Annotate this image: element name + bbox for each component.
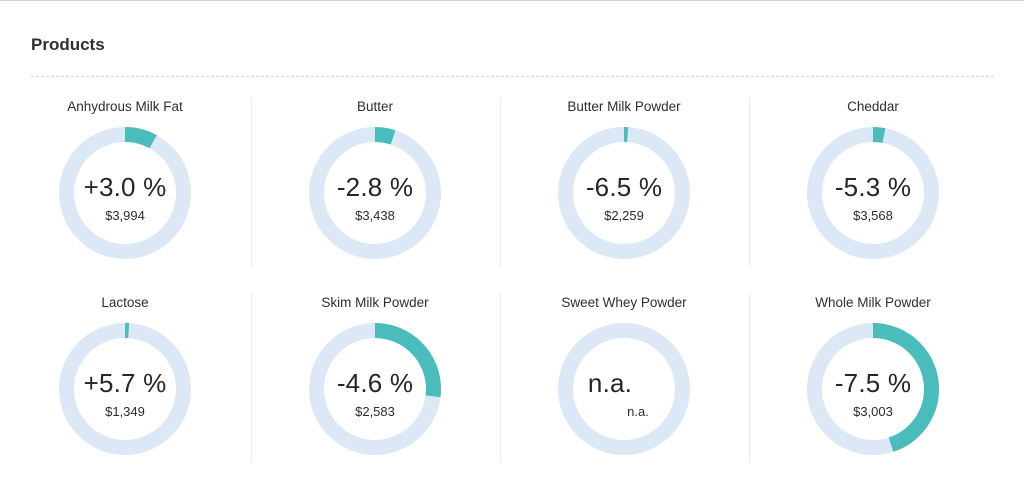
title-divider [31, 76, 994, 77]
product-name: Sweet Whey Powder [561, 295, 687, 310]
donut-fill [807, 127, 939, 259]
column-divider [251, 293, 252, 463]
product-price: $3,568 [853, 208, 893, 223]
product-name: Butter Milk Powder [567, 99, 681, 114]
product-card-lactose[interactable]: Lactose +5.7 % $1,349 [1, 295, 249, 485]
product-card-anhydrous-milk-fat[interactable]: Anhydrous Milk Fat +3.0 % $3,994 [1, 99, 249, 289]
column-divider [749, 97, 750, 267]
column-divider [500, 97, 501, 267]
donut-fill [309, 323, 441, 455]
column-divider [749, 293, 750, 463]
product-price: $3,003 [853, 404, 893, 419]
change-donut [558, 323, 690, 455]
product-name: Butter [356, 99, 394, 114]
change-donut [309, 127, 441, 259]
product-name: Anhydrous Milk Fat [67, 99, 183, 114]
donut-fill [59, 127, 191, 259]
change-donut [309, 323, 441, 455]
product-name: Skim Milk Powder [321, 295, 429, 310]
product-card-butter-milk-powder[interactable]: Butter Milk Powder -6.5 % $2,259 [500, 99, 748, 289]
product-price: $2,583 [355, 404, 395, 419]
change-percent: +5.7 % [83, 368, 167, 398]
donut-fill [807, 323, 939, 455]
product-name: Cheddar [847, 99, 899, 114]
top-border [0, 0, 1024, 1]
change-percent: -5.3 % [834, 172, 912, 202]
product-price: $2,259 [604, 208, 644, 223]
product-name: Whole Milk Powder [815, 295, 931, 310]
product-card-cheddar[interactable]: Cheddar -5.3 % $3,568 [749, 99, 997, 289]
donut-fill [309, 127, 441, 259]
product-card-whole-milk-powder[interactable]: Whole Milk Powder -7.5 % $3,003 [749, 295, 997, 485]
change-percent: -7.5 % [834, 368, 912, 398]
change-donut [807, 323, 939, 455]
change-donut [59, 323, 191, 455]
column-divider [500, 293, 501, 463]
panel-title: Products [31, 35, 105, 54]
donut-track [558, 323, 690, 455]
column-divider [251, 97, 252, 267]
change-percent: +3.0 % [83, 172, 167, 202]
product-card-butter[interactable]: Butter -2.8 % $3,438 [251, 99, 499, 289]
donut-fill [59, 323, 191, 455]
product-price: $3,438 [355, 208, 395, 223]
change-donut [807, 127, 939, 259]
product-name: Lactose [101, 295, 149, 310]
change-percent: -4.6 % [336, 368, 414, 398]
product-card-skim-milk-powder[interactable]: Skim Milk Powder -4.6 % $2,583 [251, 295, 499, 485]
donut-fill [558, 127, 690, 259]
change-donut [59, 127, 191, 259]
change-percent: -2.8 % [336, 172, 414, 202]
change-donut [558, 127, 690, 259]
product-price: $1,349 [105, 404, 145, 419]
product-card-sweet-whey-powder[interactable]: Sweet Whey Powder n.a. n.a. [500, 295, 748, 485]
change-percent: -6.5 % [585, 172, 663, 202]
product-price: n.a. [627, 404, 649, 419]
product-price: $3,994 [105, 208, 145, 223]
change-percent: n.a. [587, 368, 633, 398]
